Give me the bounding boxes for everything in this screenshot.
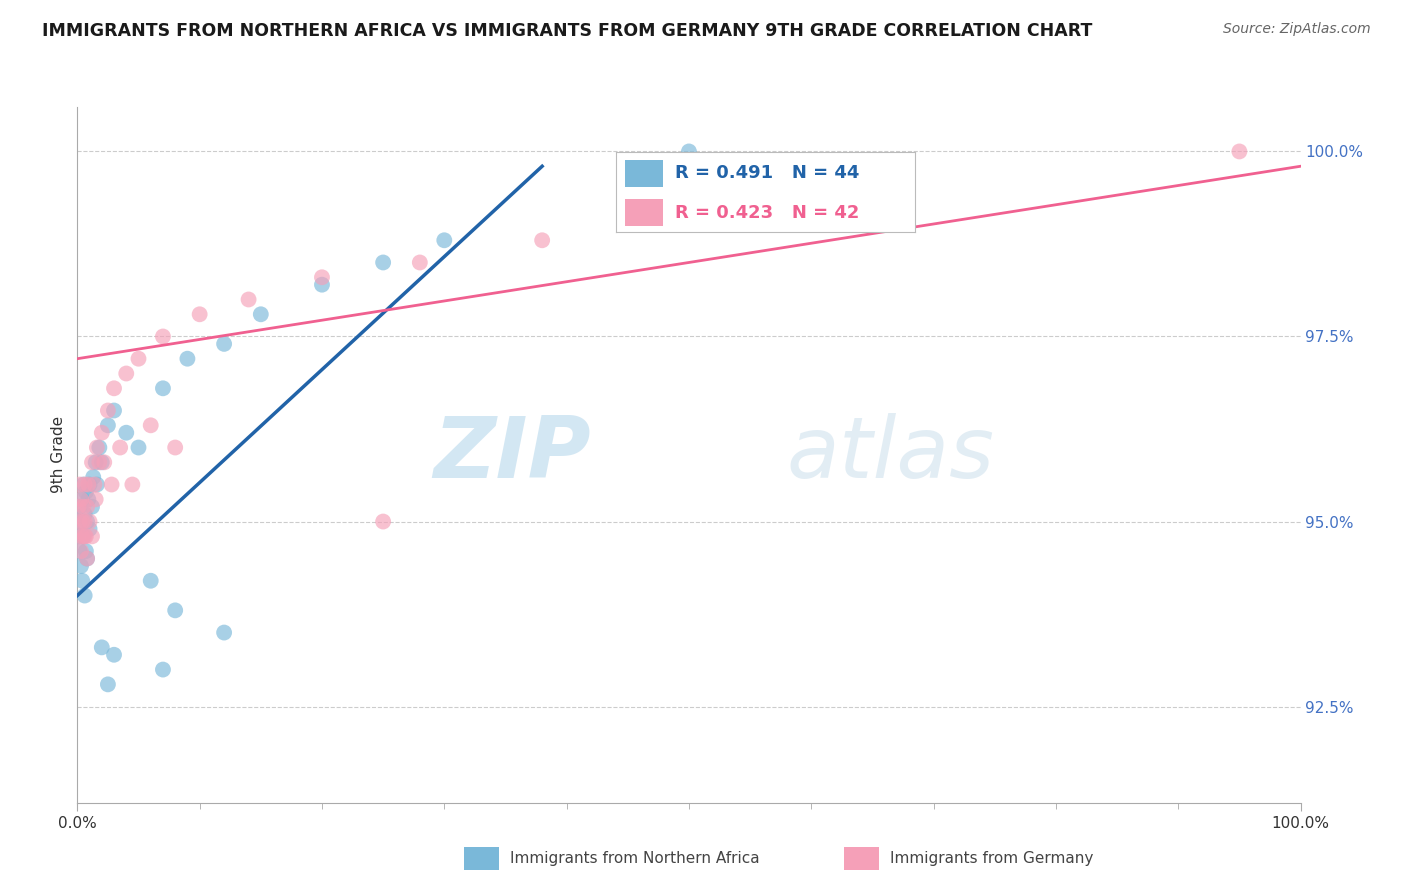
Point [72,529,94,543]
Point [80,455,103,469]
Point [165,441,187,455]
Text: R = 0.491   N = 44: R = 0.491 N = 44 [675,164,860,183]
Point [90,425,112,440]
Point [67,529,90,543]
Point [67,529,90,543]
Point [103,381,125,395]
Point [97,677,120,691]
Point [115,425,138,440]
Point [75,544,97,558]
Point [176,351,198,366]
Point [121,477,143,491]
Text: Immigrants from Germany: Immigrants from Germany [890,851,1094,866]
Point [67,500,90,514]
Point [79,522,101,536]
Point [77,492,100,507]
Point [250,307,273,321]
Point [80,529,103,543]
Point [73,477,96,491]
Point [115,367,138,381]
Point [70,492,93,507]
Point [238,293,260,307]
Point [89,455,111,469]
Point [409,255,432,269]
Point [89,441,111,455]
Text: Source: ZipAtlas.com: Source: ZipAtlas.com [1223,22,1371,37]
Point [152,381,174,395]
Point [311,277,333,292]
Point [73,529,96,543]
Point [75,529,97,543]
Point [79,515,101,529]
Point [76,515,98,529]
Point [371,515,394,529]
Point [108,441,131,455]
Point [73,515,96,529]
Point [139,418,162,433]
Point [67,515,90,529]
FancyBboxPatch shape [624,161,664,186]
Point [128,351,150,366]
Point [103,648,125,662]
Point [77,477,100,491]
Point [70,515,93,529]
Point [433,233,456,247]
Point [165,603,187,617]
Point [70,558,93,573]
Point [69,477,91,491]
Point [70,515,93,529]
Point [1229,145,1251,159]
Point [83,477,105,491]
Text: IMMIGRANTS FROM NORTHERN AFRICA VS IMMIGRANTS FROM GERMANY 9TH GRADE CORRELATION: IMMIGRANTS FROM NORTHERN AFRICA VS IMMIG… [42,22,1092,40]
Point [82,470,104,484]
Point [152,329,174,343]
Point [79,477,101,491]
Text: Immigrants from Northern Africa: Immigrants from Northern Africa [510,851,761,866]
Point [311,270,333,285]
Point [69,500,91,514]
Point [97,403,120,417]
Point [72,477,94,491]
Point [70,574,93,588]
Point [76,500,98,514]
Point [90,640,112,655]
Point [73,507,96,521]
Text: atlas: atlas [787,413,995,497]
Point [678,145,700,159]
Point [84,492,107,507]
Point [103,403,125,417]
Point [128,441,150,455]
Point [188,307,211,321]
Point [76,551,98,566]
Point [70,492,93,507]
Point [75,484,97,499]
Point [86,477,108,491]
Point [70,544,93,558]
Point [212,625,235,640]
Y-axis label: 9th Grade: 9th Grade [51,417,66,493]
Point [97,418,120,433]
Point [69,515,91,529]
Point [212,337,235,351]
Text: R = 0.423   N = 42: R = 0.423 N = 42 [675,203,860,222]
Point [86,441,108,455]
Point [152,663,174,677]
Point [100,477,122,491]
Point [93,455,115,469]
Point [80,500,103,514]
Text: ZIP: ZIP [433,413,591,497]
Point [69,544,91,558]
Point [90,455,112,469]
Point [70,529,93,543]
Point [72,500,94,514]
FancyBboxPatch shape [624,200,664,226]
Point [139,574,162,588]
Point [73,589,96,603]
Point [84,455,107,469]
Point [76,551,98,566]
Point [371,255,394,269]
Point [531,233,554,247]
